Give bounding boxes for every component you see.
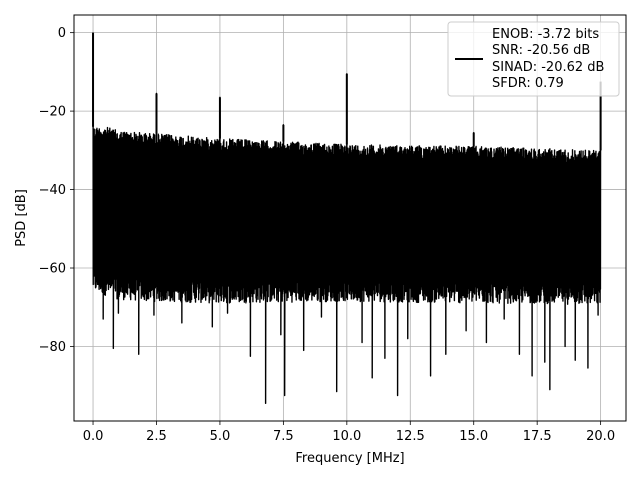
x-axis-label: Frequency [MHz] — [295, 451, 404, 466]
legend-enob: ENOB: -3.72 bits — [492, 27, 599, 42]
plot-frame — [73, 14, 627, 422]
x-tick-label: 15.0 — [459, 429, 488, 444]
legend-box — [447, 21, 620, 97]
x-tick-label: 0.0 — [83, 429, 104, 444]
y-tick-label: −80 — [39, 340, 66, 355]
legend-sfdr: SFDR: 0.79 — [492, 76, 564, 91]
y-tick-label: −40 — [39, 183, 66, 198]
x-tick-label: 5.0 — [210, 429, 231, 444]
legend: ENOB: -3.72 bits SNR: -20.56 dB SINAD: -… — [447, 21, 620, 97]
y-tick-label: −60 — [39, 262, 66, 277]
x-tick-label: 20.0 — [586, 429, 615, 444]
legend-snr: SNR: -20.56 dB — [492, 43, 590, 58]
y-tick-label: −20 — [39, 105, 66, 120]
legend-sinad: SINAD: -20.62 dB — [492, 60, 604, 75]
y-axis-label: PSD [dB] — [14, 189, 29, 247]
x-tick-label: 2.5 — [146, 429, 167, 444]
psd-line — [92, 32, 602, 405]
x-tick-label: 7.5 — [273, 429, 294, 444]
x-tick-label: 17.5 — [523, 429, 552, 444]
x-tick-label: 12.5 — [396, 429, 425, 444]
y-axis-ticks: 0 −20 −40 −60 −80 — [39, 26, 74, 355]
y-tick-label: 0 — [58, 26, 66, 41]
x-axis-ticks: 0.0 2.5 5.0 7.5 10.0 12.5 15.0 17.5 20.0 — [83, 421, 615, 444]
x-tick-label: 10.0 — [332, 429, 361, 444]
